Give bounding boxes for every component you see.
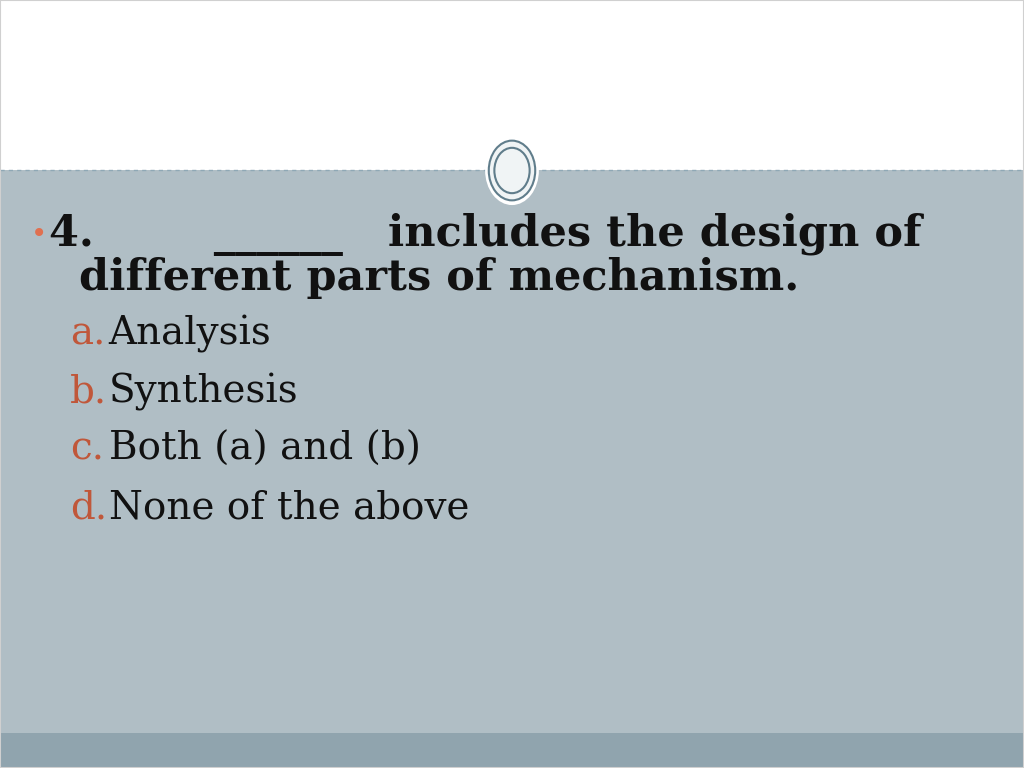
Bar (0, 733, 1024, 768)
Text: •: • (31, 220, 47, 248)
Text: different parts of mechanism.: different parts of mechanism. (49, 257, 800, 299)
Ellipse shape (488, 141, 536, 200)
Bar (0, 0, 1024, 170)
Bar (0, 170, 1024, 733)
Text: 4.        ______   includes the design of: 4. ______ includes the design of (49, 213, 922, 256)
Text: Analysis: Analysis (109, 315, 271, 353)
Text: d.: d. (70, 490, 106, 527)
Text: Both (a) and (b): Both (a) and (b) (109, 431, 421, 468)
Text: None of the above: None of the above (109, 490, 469, 527)
Text: b.: b. (70, 373, 106, 410)
Text: Synthesis: Synthesis (109, 372, 298, 411)
Text: c.: c. (70, 431, 103, 468)
Ellipse shape (485, 136, 539, 205)
Text: a.: a. (70, 316, 105, 353)
